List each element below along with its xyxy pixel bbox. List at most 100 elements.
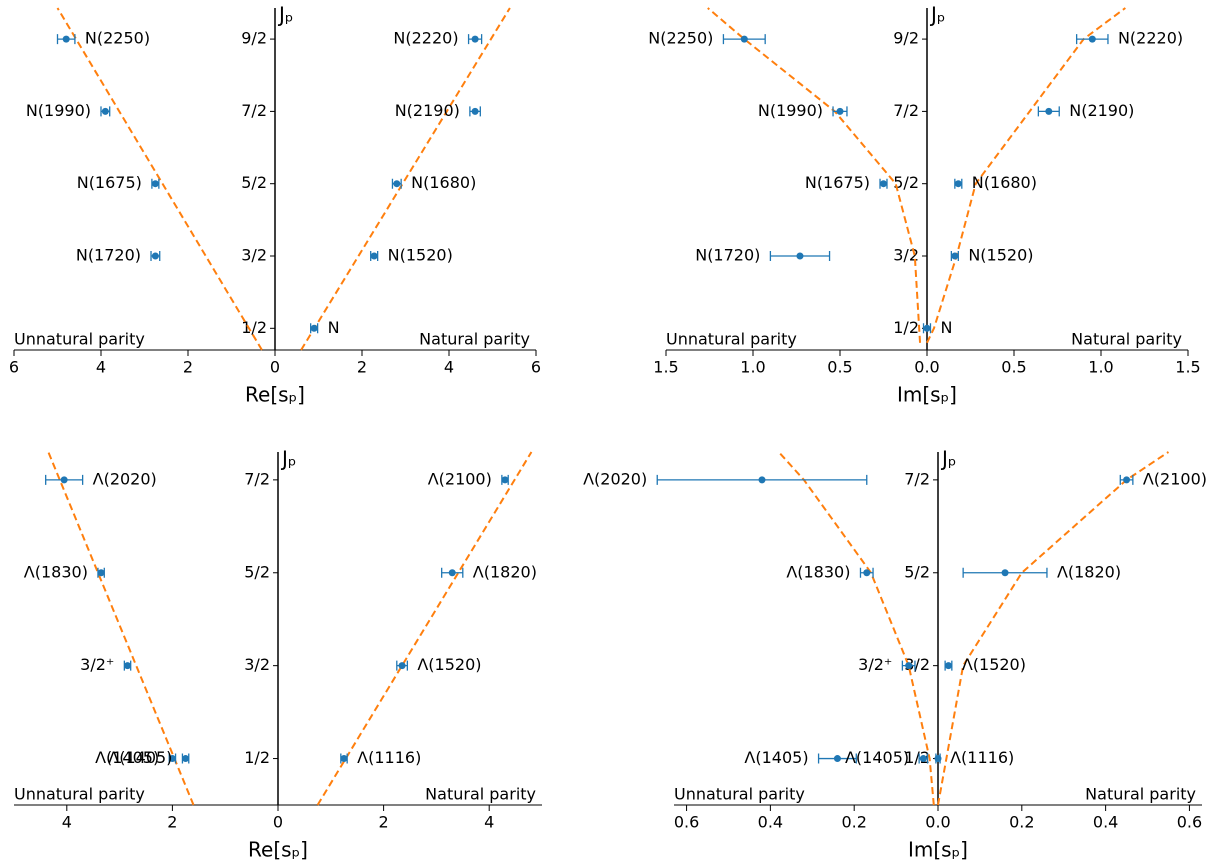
point [501, 476, 509, 484]
fit-curve [707, 7, 922, 343]
x-tick-label: 6 [9, 358, 19, 377]
y-tick-label: 9/2 [893, 29, 919, 48]
x-tick-label: 1.0 [740, 358, 765, 377]
x-tick-label: 2 [167, 813, 177, 832]
point [182, 755, 190, 763]
y-tick-label: 3/2 [241, 246, 267, 265]
point [151, 180, 159, 188]
point [370, 252, 378, 260]
fit-curve [47, 451, 195, 806]
x-tick-label: 0.5 [1001, 358, 1026, 377]
left-note: Unnatural parity [666, 330, 797, 349]
x-tick-label: 0.4 [1093, 813, 1118, 832]
point-label: N(1990) [26, 101, 91, 120]
point-label: Λ(2100) [428, 469, 492, 488]
point [836, 107, 844, 115]
x-tick-label: 6 [531, 358, 541, 377]
point-label: Λ(2020) [583, 469, 647, 488]
point [758, 476, 766, 484]
point-label: Λ(1116) [950, 748, 1014, 767]
y-axis-label: Jₚ [280, 447, 296, 471]
point-label: N(1520) [388, 246, 453, 265]
x-tick-label: 0 [270, 358, 280, 377]
point-label: Λ(1405) [845, 748, 909, 767]
x-tick-label: 0.2 [1009, 813, 1034, 832]
point-label: Λ(1116) [357, 748, 421, 767]
point-label: N [940, 318, 952, 337]
x-tick-label: 4 [62, 813, 72, 832]
point [101, 107, 109, 115]
point [448, 569, 456, 577]
y-tick-label: 5/2 [244, 562, 270, 581]
point [1001, 569, 1009, 577]
fit-curve [316, 451, 533, 806]
x-tick-label: 1.0 [1088, 358, 1113, 377]
point-label: N(1720) [695, 246, 760, 265]
point-label: N(2250) [85, 29, 150, 48]
point-label: Λ(1520) [417, 655, 481, 674]
y-tick-label: 1/2 [904, 748, 930, 767]
point [919, 755, 927, 763]
fit-curve [937, 451, 1170, 806]
x-tick-label: 4 [484, 813, 494, 832]
point [60, 476, 68, 484]
point [923, 324, 931, 332]
point [740, 35, 748, 43]
left-note: Unnatural parity [14, 330, 145, 349]
y-tick-label: 1/2 [244, 748, 270, 767]
point-label: Λ(1830) [786, 562, 850, 581]
y-tick-label: 5/2 [893, 173, 919, 192]
point-label: N(1520) [968, 246, 1033, 265]
x-axis-label: Im[sₚ] [897, 383, 957, 407]
point [944, 662, 952, 670]
point-label: 3/2⁺ [858, 655, 892, 674]
point-label: N [328, 318, 340, 337]
x-tick-label: 0.6 [674, 813, 699, 832]
point [124, 662, 132, 670]
x-tick-label: 2 [357, 358, 367, 377]
point [833, 755, 841, 763]
fit-curve [56, 7, 263, 351]
right-note: Natural parity [419, 330, 530, 349]
point-label: N(2190) [395, 101, 460, 120]
x-tick-label: 0 [273, 813, 283, 832]
point [168, 755, 176, 763]
point-label: N(1675) [77, 173, 142, 192]
point-label: N(2250) [648, 29, 713, 48]
point [471, 107, 479, 115]
point [97, 569, 105, 577]
point-label: Λ(2100) [1143, 469, 1207, 488]
y-tick-label: 1/2 [893, 318, 919, 337]
point [62, 35, 70, 43]
x-axis-label: Re[sₚ] [245, 383, 305, 407]
x-axis-label: Im[sₚ] [908, 838, 968, 862]
x-tick-label: 4 [96, 358, 106, 377]
right-note: Natural parity [1085, 785, 1196, 804]
right-note: Natural parity [425, 785, 536, 804]
fit-curve [300, 7, 511, 351]
fit-curve [778, 451, 935, 806]
point [934, 755, 942, 763]
point-label: Λ(1820) [473, 562, 537, 581]
point-label: N(1675) [805, 173, 870, 192]
y-tick-label: 7/2 [241, 101, 267, 120]
x-tick-label: 0.0 [914, 358, 939, 377]
point-label: N(2220) [1118, 29, 1183, 48]
y-axis-label: Jₚ [940, 447, 956, 471]
x-axis-label: Re[sₚ] [248, 838, 308, 862]
point-label: Λ(1820) [1057, 562, 1121, 581]
y-axis-label: Jₚ [277, 3, 293, 27]
point-label: Λ(1405) [95, 748, 159, 767]
point-label: Λ(1405) [108, 748, 172, 767]
point [905, 662, 913, 670]
y-axis-label: Jₚ [929, 3, 945, 27]
point [796, 252, 804, 260]
y-tick-label: 7/2 [893, 101, 919, 120]
x-tick-label: 0.2 [841, 813, 866, 832]
x-tick-label: 0.4 [758, 813, 783, 832]
point [1045, 107, 1053, 115]
point [151, 252, 159, 260]
x-tick-label: 4 [444, 358, 454, 377]
point-label: 3/2⁺ [80, 655, 114, 674]
